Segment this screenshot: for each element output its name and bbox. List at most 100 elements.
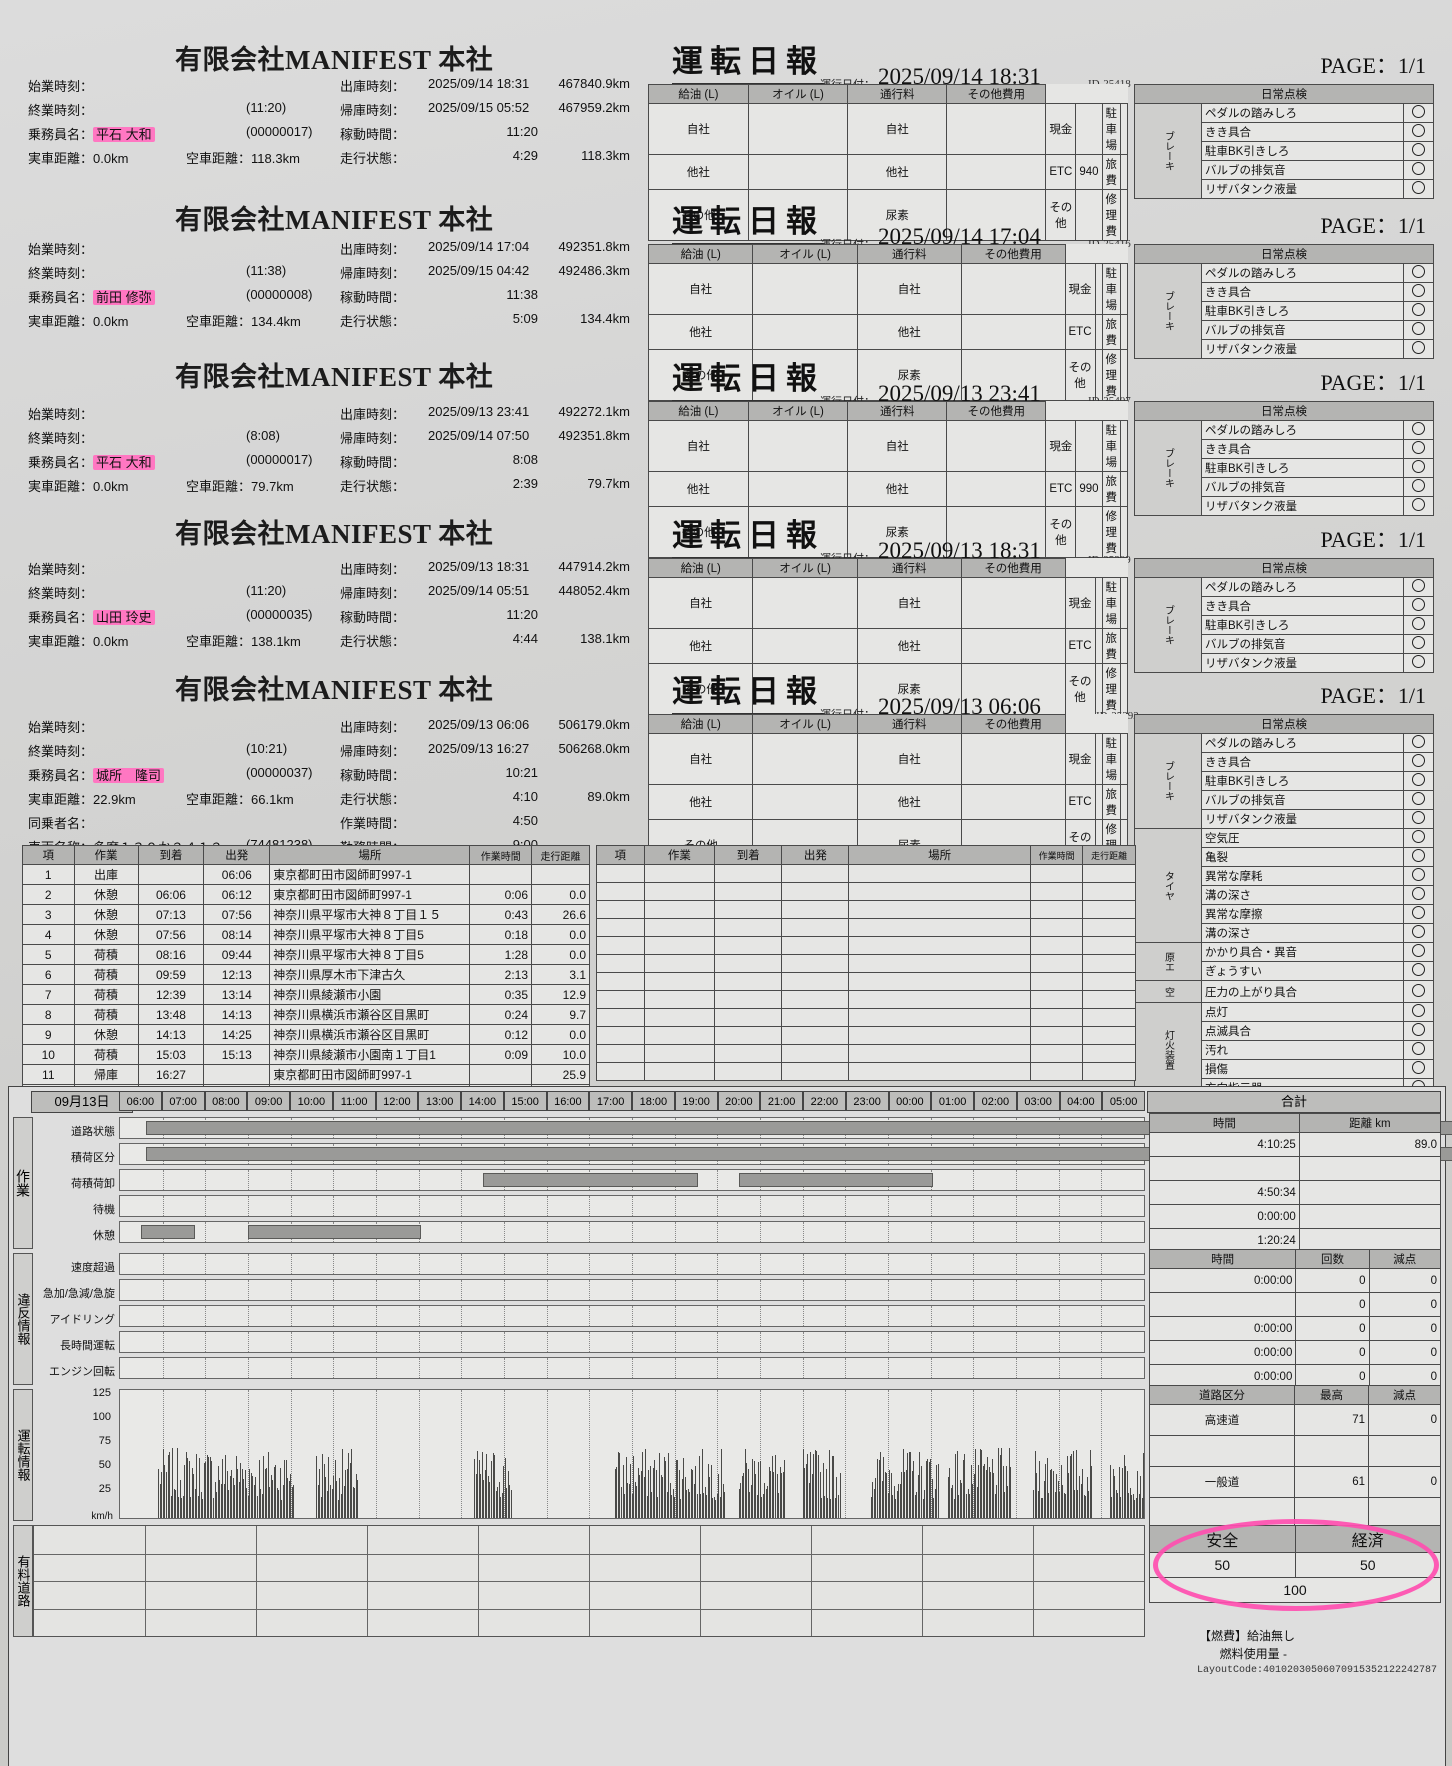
chart-plot-row bbox=[119, 1331, 1145, 1353]
chart-row-label: 速度超過 bbox=[71, 1262, 115, 1274]
depart-value-main: 2025/09/13 06:06 bbox=[428, 717, 530, 732]
check-circle bbox=[1412, 925, 1426, 938]
check-circle bbox=[1412, 887, 1426, 900]
check-circle bbox=[1412, 655, 1426, 668]
driver-label-3: 乗務員名： 平石 大和 bbox=[28, 452, 155, 471]
page-label-1: PAGE：1/1 bbox=[1320, 53, 1426, 78]
depart-odo-3: 492272.1km bbox=[558, 404, 630, 419]
activity-bar bbox=[482, 1173, 698, 1187]
check-circle bbox=[1412, 944, 1426, 957]
chart-row-label: 休憩 bbox=[93, 1230, 115, 1242]
score-highlight-circle bbox=[1153, 1519, 1439, 1611]
operating-value-4: 11:20 bbox=[506, 607, 538, 622]
check-circle bbox=[1412, 460, 1426, 473]
check-circle bbox=[1412, 811, 1426, 824]
section-label-violation: 違反情報 bbox=[13, 1253, 33, 1385]
totals-title: 合計 bbox=[1147, 1091, 1441, 1113]
depart-odo-4: 447914.2km bbox=[558, 559, 630, 574]
totals-road-table: 道路区分 最高 減点 高速道 71 0 一般道 61 0 bbox=[1148, 1385, 1441, 1529]
chart-plot-row bbox=[119, 1305, 1145, 1327]
chart-row-label: 道路状態 bbox=[71, 1126, 115, 1138]
check-circle bbox=[1412, 773, 1426, 786]
check-circle bbox=[1412, 735, 1426, 748]
chart-row-label: エンジン回転 bbox=[49, 1366, 115, 1378]
driving-state-label-main: 走行状態： bbox=[340, 792, 406, 807]
depart-odo-2: 492351.8km bbox=[558, 239, 630, 254]
driving-state-value-2: 5:09 bbox=[512, 311, 538, 326]
chart-plot-row bbox=[119, 1143, 1452, 1165]
chart-row-label: 積荷区分 bbox=[71, 1152, 115, 1164]
table-row bbox=[596, 1044, 1136, 1063]
fuel-note-2: 燃料使用量 - bbox=[1219, 1647, 1287, 1661]
hour-tick: 07:00 bbox=[161, 1091, 205, 1111]
passenger-main: 同乗者名： bbox=[28, 816, 94, 831]
return-value-main: 2025/09/13 16:27 bbox=[428, 741, 530, 756]
return-odo-3: 492351.8km bbox=[558, 428, 630, 443]
check-circle bbox=[1412, 868, 1426, 881]
end-time-paren-2: (11:38) bbox=[246, 263, 287, 278]
company-name-main: 有限会社MANIFEST 本社 bbox=[175, 675, 494, 705]
check-circle bbox=[1412, 830, 1426, 843]
depart-odo-main: 506179.0km bbox=[558, 717, 630, 732]
return-odo-1: 467959.2km bbox=[558, 100, 630, 115]
chart-plot-row bbox=[119, 1117, 1452, 1139]
start-time-label-4: 始業時刻： bbox=[28, 562, 94, 577]
depart-value-4: 2025/09/13 18:31 bbox=[428, 559, 530, 574]
work-time-label-main: 作業時間： bbox=[340, 816, 406, 831]
speed-tick: 25 bbox=[98, 1483, 111, 1495]
check-circle bbox=[1412, 983, 1426, 997]
speed-axis: 125 100 75 50 25 km/h bbox=[51, 1387, 115, 1522]
hour-tick: 04:00 bbox=[1059, 1091, 1103, 1111]
chart-plot-row bbox=[119, 1357, 1145, 1379]
table-row bbox=[596, 1008, 1136, 1027]
page-label-2: PAGE：1/1 bbox=[1320, 213, 1426, 238]
check-circle bbox=[1412, 162, 1426, 175]
speed-tick: 100 bbox=[92, 1411, 111, 1423]
table-row bbox=[596, 918, 1136, 937]
table-row bbox=[596, 936, 1136, 955]
depart-label-2: 出庫時刻： bbox=[340, 242, 406, 257]
check-circle bbox=[1412, 341, 1426, 354]
empty-distance-main: 空車距離：66.1km bbox=[186, 792, 294, 807]
check-circle bbox=[1412, 1023, 1426, 1036]
check-circle bbox=[1412, 754, 1426, 767]
check-circle bbox=[1412, 441, 1426, 454]
table-row: 10 荷積 15:03 15:13 神奈川県綾瀬市小園南１丁目1 0:09 10.0 bbox=[22, 1044, 590, 1065]
etc-amount-1: 940 bbox=[1075, 154, 1103, 190]
check-circle bbox=[1412, 265, 1426, 278]
cost-table-3: 給油 (L) オイル (L) 通行料 その他費用 自社 自社 現金 駐車場 他社 他社 ETC 9… bbox=[648, 401, 1128, 558]
depart-label-4: 出庫時刻： bbox=[340, 562, 406, 577]
hour-tick: 00:00 bbox=[888, 1091, 932, 1111]
depart-value-3: 2025/09/13 23:41 bbox=[428, 404, 530, 419]
return-value-3: 2025/09/14 07:50 bbox=[428, 428, 530, 443]
check-circle bbox=[1412, 498, 1426, 511]
hour-tick: 19:00 bbox=[674, 1091, 718, 1111]
driving-dist-2: 134.4km bbox=[580, 311, 630, 326]
hour-tick: 17:00 bbox=[589, 1091, 632, 1111]
chart-plot-row bbox=[119, 1279, 1145, 1301]
operating-value-3: 8:08 bbox=[512, 452, 538, 467]
empty-distance-2: 空車距離：134.4km bbox=[186, 314, 301, 329]
chart-row-label: アイドリング bbox=[49, 1314, 115, 1326]
end-time-label-1: 終業時刻： bbox=[28, 103, 94, 118]
etc-amount-4 bbox=[1094, 628, 1103, 664]
check-circle bbox=[1412, 579, 1426, 592]
check-circle bbox=[1412, 1004, 1426, 1017]
table-row: 1 出庫 06:06 東京都町田市図師町997-1 bbox=[22, 864, 590, 885]
return-label-3: 帰庫時刻： bbox=[340, 431, 406, 446]
start-time-label-2: 始業時刻： bbox=[28, 242, 94, 257]
empty-distance-3: 空車距離：79.7km bbox=[186, 479, 294, 494]
start-time-label-1: 始業時刻： bbox=[28, 79, 94, 94]
table-row bbox=[596, 990, 1136, 1009]
speed-graph: ▼▼ bbox=[119, 1389, 1145, 1519]
depart-value-1: 2025/09/14 18:31 bbox=[428, 76, 530, 91]
driver-code-main: (00000037) bbox=[246, 765, 313, 780]
speed-unit: km/h bbox=[91, 1511, 113, 1522]
operating-label-2: 稼動時間： bbox=[340, 290, 406, 305]
loaded-distance-4: 実車距離：0.0km bbox=[28, 634, 129, 649]
table-row: 5 荷積 08:16 09:44 神奈川県平塚市大神８丁目5 1:28 0.0 bbox=[22, 944, 590, 965]
inspection-table-4: 日常点検 ブレーキ ペダルの踏みしろ きき具合 駐車BK引きしろ バルブの排気音 … bbox=[1134, 558, 1434, 673]
operating-value-2: 11:38 bbox=[506, 287, 538, 302]
totals-work-table: 時間 距離 km 4:10:25 89.0 4:50:34 0:00:00 1:20… bbox=[1149, 1113, 1442, 1253]
